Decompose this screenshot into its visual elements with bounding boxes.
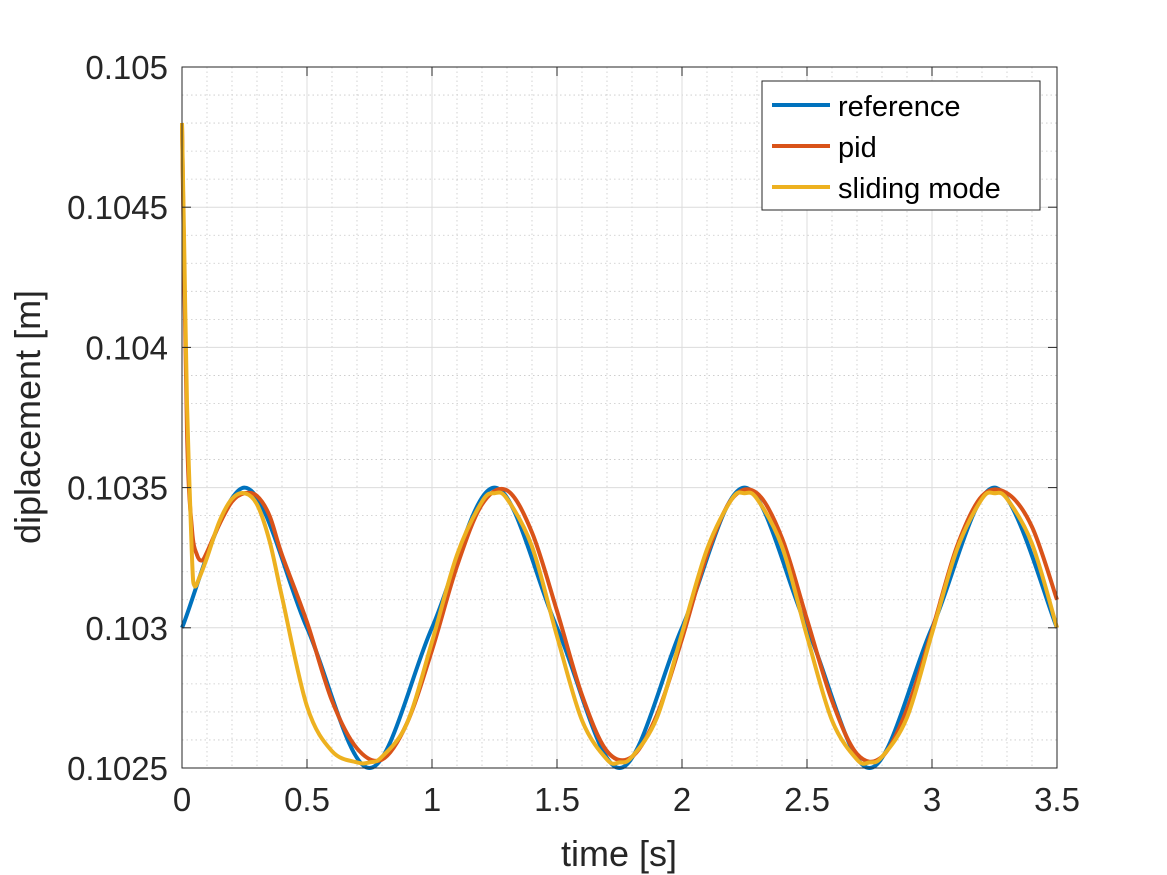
legend-label-pid: pid <box>838 132 877 164</box>
legend-label-sliding-mode: sliding mode <box>838 173 1001 205</box>
y-tick-label: 0.103 <box>85 610 168 647</box>
series-line-sliding-mode <box>180 123 1059 766</box>
x-tick-label: 0 <box>173 781 191 818</box>
plot-frame <box>181 66 1058 769</box>
y-axis-ticks: 0.1025 0.103 0.1035 0.104 0.1045 0.105 <box>67 49 1057 787</box>
x-tick-label: 0.5 <box>284 781 330 818</box>
y-tick-label: 0.104 <box>85 329 168 366</box>
x-axis-label: time [s] <box>561 833 677 874</box>
y-tick-label: 0.1025 <box>67 750 168 787</box>
x-tick-label: 3 <box>923 781 941 818</box>
x-tick-label: 1 <box>423 781 441 818</box>
x-axis-ticks: 0 0.5 1 1.5 2 2.5 3 3.5 <box>173 67 1080 818</box>
minor-grid <box>182 67 1057 768</box>
y-tick-label: 0.105 <box>85 49 168 86</box>
y-tick-label: 0.1035 <box>67 470 168 507</box>
x-tick-label: 2 <box>673 781 691 818</box>
x-tick-label: 1.5 <box>534 781 580 818</box>
y-axis-label: diplacement [m] <box>7 290 48 544</box>
x-tick-label: 3.5 <box>1034 781 1080 818</box>
y-tick-label: 0.1045 <box>67 189 168 226</box>
legend-label-reference: reference <box>838 91 961 123</box>
x-tick-label: 2.5 <box>784 781 830 818</box>
legend: reference pid sliding mode <box>761 80 1041 211</box>
